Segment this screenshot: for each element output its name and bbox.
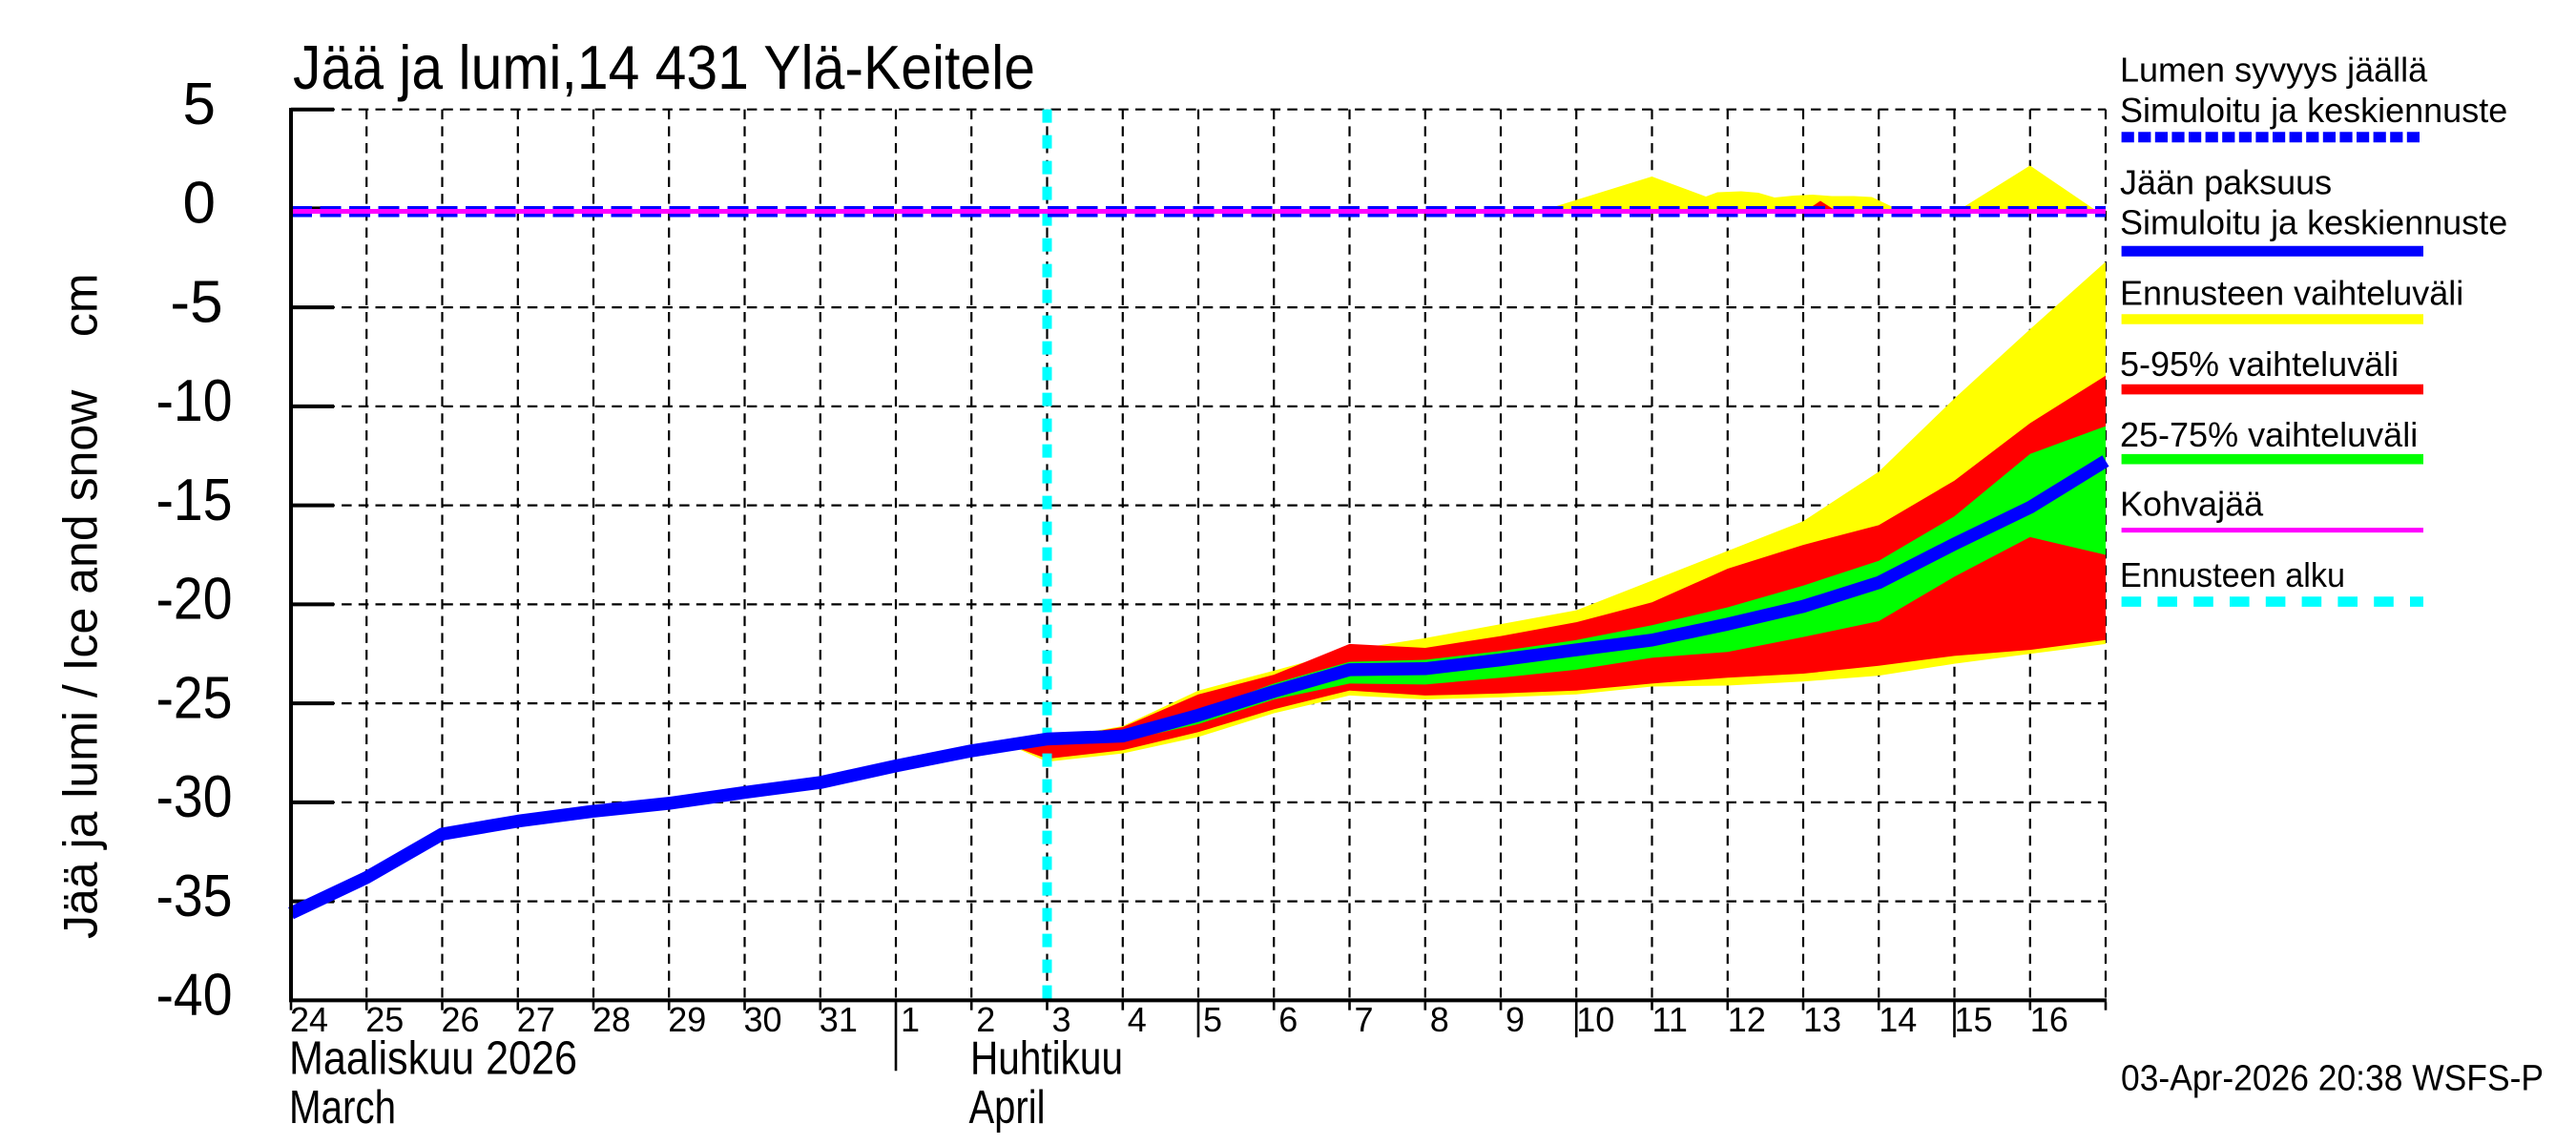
svg-text:Jää ja lumi,14 431 Ylä-Keitele: Jää ja lumi,14 431 Ylä-Keitele (293, 32, 1035, 102)
svg-text:Huhtikuu: Huhtikuu (970, 1033, 1123, 1085)
svg-text:03-Apr-2026 20:38 WSFS-P: 03-Apr-2026 20:38 WSFS-P (2121, 1059, 2544, 1099)
svg-text:March: March (289, 1082, 396, 1134)
svg-text:8: 8 (1430, 1000, 1449, 1039)
svg-text:9: 9 (1506, 1000, 1525, 1039)
svg-text:13: 13 (1803, 1000, 1841, 1039)
svg-text:16: 16 (2030, 1000, 2068, 1039)
svg-text:-30: -30 (156, 764, 233, 830)
svg-text:Jää ja lumi / Ice and snow: Jää ja lumi / Ice and snow cm (54, 273, 108, 939)
svg-text:Kohvajää: Kohvajää (2120, 484, 2264, 523)
svg-text:-40: -40 (156, 963, 233, 1029)
svg-text:Lumen syvyys jäällä: Lumen syvyys jäällä (2120, 51, 2428, 90)
svg-text:-15: -15 (156, 468, 233, 533)
svg-text:28: 28 (592, 1000, 631, 1039)
svg-text:14: 14 (1879, 1000, 1917, 1039)
svg-text:-20: -20 (156, 567, 233, 633)
svg-text:25: 25 (365, 1000, 404, 1039)
svg-text:1: 1 (901, 1000, 920, 1039)
svg-text:31: 31 (820, 1000, 858, 1039)
svg-text:-25: -25 (156, 665, 233, 731)
svg-text:-35: -35 (156, 864, 233, 929)
svg-text:Simuloitu ja keskiennuste: Simuloitu ja keskiennuste (2120, 203, 2507, 242)
svg-text:10: 10 (1576, 1000, 1614, 1039)
svg-text:Simuloitu ja keskiennuste: Simuloitu ja keskiennuste (2120, 91, 2507, 130)
svg-text:15: 15 (1955, 1000, 1993, 1039)
svg-text:Ennusteen alku: Ennusteen alku (2120, 555, 2345, 594)
svg-text:29: 29 (668, 1000, 706, 1039)
svg-text:27: 27 (517, 1000, 555, 1039)
svg-text:11: 11 (1652, 1000, 1688, 1039)
svg-text:6: 6 (1278, 1000, 1298, 1039)
svg-text:26: 26 (442, 1000, 480, 1039)
svg-text:-5: -5 (170, 269, 222, 335)
svg-text:7: 7 (1355, 1000, 1374, 1039)
svg-text:12: 12 (1728, 1000, 1766, 1039)
svg-text:2: 2 (976, 1000, 995, 1039)
svg-text:3: 3 (1052, 1000, 1071, 1039)
svg-text:25-75% vaihteluväli: 25-75% vaihteluväli (2120, 415, 2418, 454)
svg-text:30: 30 (744, 1000, 782, 1039)
svg-text:Maaliskuu 2026: Maaliskuu 2026 (289, 1033, 577, 1085)
svg-text:24: 24 (290, 1000, 328, 1039)
svg-text:5: 5 (182, 72, 215, 137)
svg-text:Ennusteen vaihteluväli: Ennusteen vaihteluväli (2120, 274, 2463, 313)
svg-text:April: April (969, 1082, 1046, 1134)
svg-text:4: 4 (1128, 1000, 1147, 1039)
svg-text:5: 5 (1203, 1000, 1222, 1039)
svg-text:Jään paksuus: Jään paksuus (2120, 163, 2332, 202)
svg-text:0: 0 (182, 171, 215, 237)
svg-text:-10: -10 (156, 368, 233, 434)
svg-text:5-95% vaihteluväli: 5-95% vaihteluväli (2120, 344, 2399, 384)
